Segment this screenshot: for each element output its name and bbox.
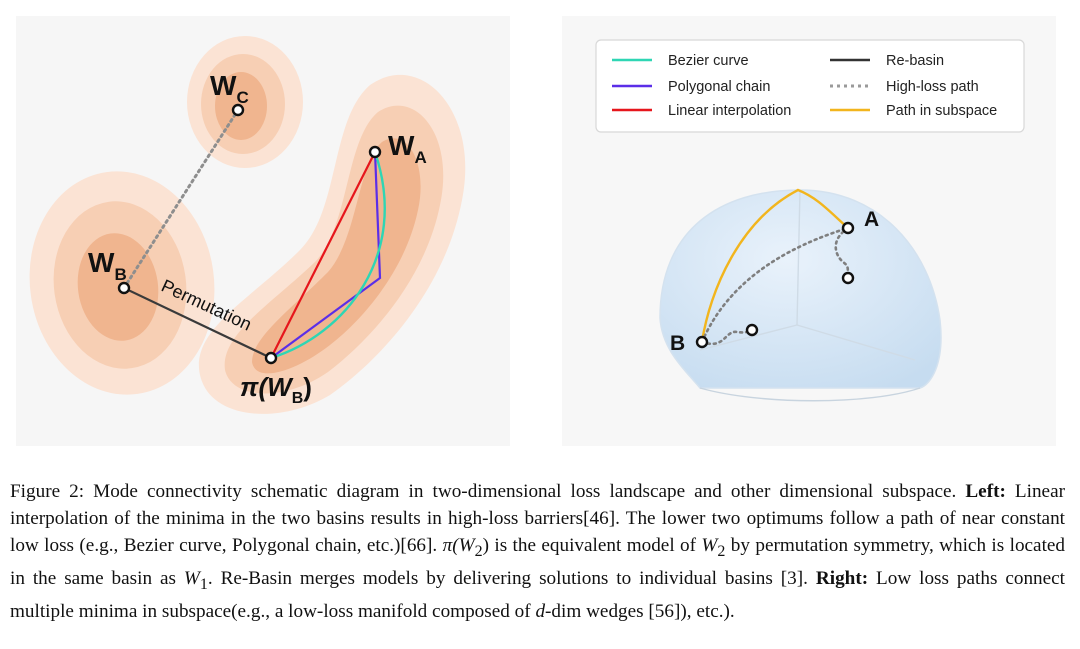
node-w-c-marker — [231, 103, 245, 117]
label-w-b: WB — [88, 247, 127, 284]
caption-w2-sub-2: 2 — [717, 542, 726, 560]
caption-left-text-1: Linear interpolation of the minima in th… — [10, 481, 1065, 556]
basin-c — [187, 36, 303, 168]
legend-label-3: Re-basin — [886, 53, 944, 69]
basin-a — [198, 74, 466, 414]
node-w-a-marker — [368, 145, 382, 159]
legend: Bezier curve Polygonal chain Linear interp… — [595, 39, 1025, 133]
caption-left-text-3: by permutation symmetry, which is locate… — [10, 535, 1066, 589]
legend-box — [595, 39, 1025, 133]
legend-label-4: High-loss path — [886, 79, 979, 95]
caption-figure-label: Figure 2: — [10, 481, 85, 502]
legend-label-0: Bezier curve — [668, 53, 749, 69]
caption-w-letter: W — [701, 535, 718, 556]
caption-left-text-4: . Re-Basin merges models by delivering s… — [207, 567, 816, 589]
polygonal-chain-line — [270, 151, 382, 359]
label-point-a: A — [864, 208, 879, 231]
point-a-marker — [841, 221, 855, 235]
point-mid-marker-1 — [841, 271, 855, 285]
caption-w-letter-2: W — [183, 567, 200, 589]
caption-d-var: d — [535, 600, 546, 622]
label-w-a: WA — [388, 130, 427, 167]
label-point-b: B — [670, 332, 685, 355]
point-mid-marker-2 — [745, 323, 759, 337]
label-w-c: WC — [210, 70, 249, 107]
node-pi-w-b-marker — [264, 351, 278, 365]
caption-left-label: Left: — [965, 481, 1006, 502]
caption-right-label: Right: — [815, 567, 869, 589]
node-w-b-marker — [117, 281, 131, 295]
caption-right-text-1: Low loss paths connect multiple minima i… — [10, 567, 1065, 622]
legend-label-1: Polygonal chain — [668, 79, 770, 95]
caption-left-text-2: ) is the equivalent model of — [482, 535, 702, 556]
point-b-marker — [695, 335, 709, 349]
caption-pi-expr: π(W — [442, 535, 475, 556]
mode-connectivity-figure: WC WB WA π(WB) Permutation A B Bezier cu… — [29, 36, 1025, 414]
high-loss-path-left — [122, 108, 240, 290]
caption-w1-sub: 1 — [199, 575, 208, 593]
legend-label-5: Path in subspace — [886, 103, 997, 119]
figure-caption: Figure 2: Mode connectivity schematic di… — [10, 478, 1065, 625]
caption-right-text-2: -dim wedges [56]), etc.). — [545, 600, 735, 622]
bezier-curve-line — [270, 151, 386, 360]
linear-interpolation-line — [270, 151, 376, 359]
path-in-subspace-line — [700, 188, 849, 343]
caption-intro: Mode connectivity schematic diagram in t… — [84, 481, 966, 502]
caption-w2-sub: 2 — [474, 542, 483, 560]
label-pi-w-b: π(WB) — [240, 372, 312, 407]
legend-label-2: Linear interpolation — [668, 103, 791, 119]
sphere-wedge — [659, 189, 942, 402]
high-loss-path-right-1 — [700, 226, 850, 344]
re-basin-line — [123, 287, 272, 359]
